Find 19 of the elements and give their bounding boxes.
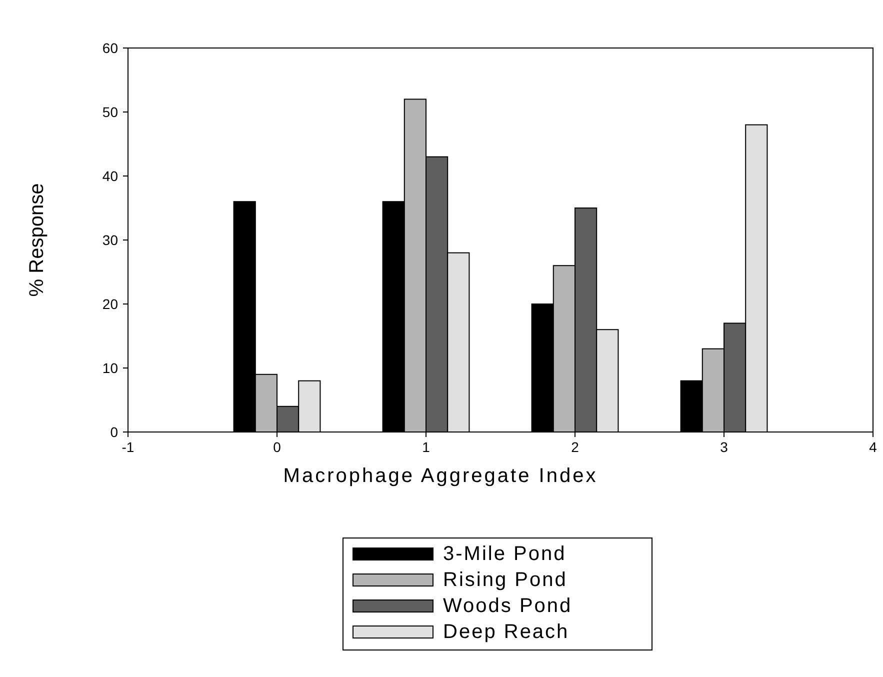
y-tick-label: 30 (102, 232, 118, 248)
legend-label: Rising Pond (443, 569, 568, 591)
y-tick-label: 10 (102, 360, 118, 376)
y-tick-label: 0 (110, 424, 118, 440)
x-tick-label: 4 (869, 439, 878, 455)
x-tick-label: 1 (422, 439, 430, 455)
legend-label: 3-Mile Pond (443, 543, 566, 565)
x-tick-label: 2 (571, 439, 580, 455)
y-tick-label: 50 (102, 104, 118, 120)
x-tick-label: 3 (720, 439, 728, 455)
y-tick-label: 60 (102, 40, 118, 56)
y-axis-title: % Response (26, 183, 48, 297)
x-tick-label: -1 (122, 439, 134, 455)
y-tick-label: 20 (102, 296, 118, 312)
legend-label: Deep Reach (443, 621, 570, 643)
x-tick-label: 0 (273, 439, 282, 455)
y-tick-label: 40 (102, 168, 118, 184)
legend-label: Woods Pond (443, 595, 572, 617)
x-axis-title: Macrophage Aggregate Index (283, 465, 598, 487)
